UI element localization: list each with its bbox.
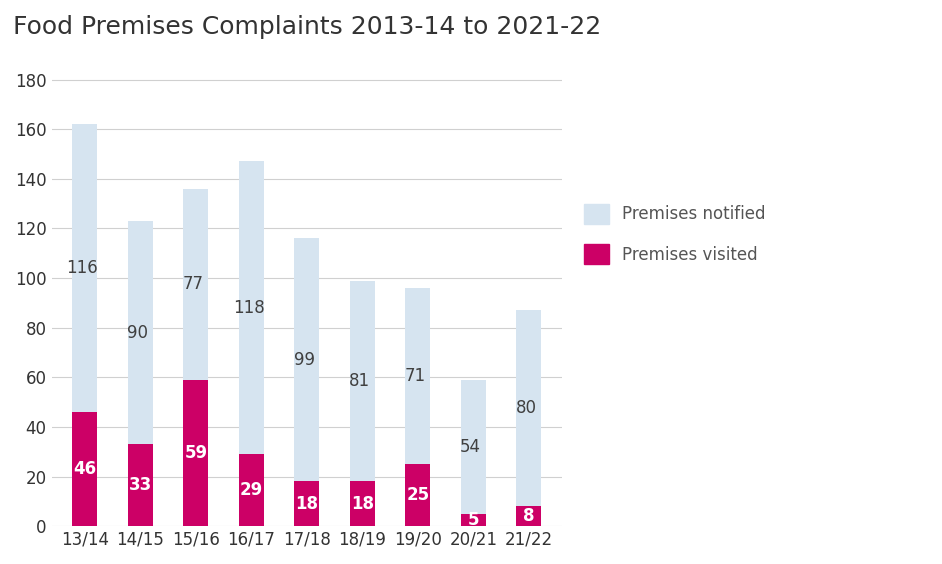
Bar [516,506,542,526]
Text: 18: 18 [296,495,318,513]
Text: 46: 46 [73,460,96,478]
Text: 71: 71 [404,367,426,385]
Bar [184,189,208,526]
Text: 99: 99 [294,351,315,369]
Text: 59: 59 [185,444,207,462]
Bar [128,444,153,526]
Text: 77: 77 [183,275,203,293]
Text: 5: 5 [467,511,479,529]
Text: 80: 80 [515,399,537,417]
Text: 118: 118 [233,299,265,317]
Text: 81: 81 [349,372,370,390]
Bar [295,482,319,526]
Bar [184,380,208,526]
Bar [405,464,430,526]
Text: 54: 54 [460,438,481,456]
Text: 8: 8 [523,507,535,525]
Bar [73,124,97,526]
Bar [349,280,375,526]
Bar [349,482,375,526]
Bar [239,454,264,526]
Bar [461,380,486,526]
Text: 29: 29 [240,481,263,499]
Text: 18: 18 [350,495,374,513]
Bar [239,161,264,526]
Bar [295,239,319,526]
Bar [516,310,542,526]
Title: Food Premises Complaints 2013-14 to 2021-22: Food Premises Complaints 2013-14 to 2021… [13,15,601,39]
Bar [73,412,97,526]
Text: 25: 25 [406,486,430,504]
Text: 33: 33 [129,476,152,494]
Text: 116: 116 [66,259,98,277]
Text: 90: 90 [127,324,148,342]
Bar [461,514,486,526]
Legend: Premises notified, Premises visited: Premises notified, Premises visited [576,195,774,272]
Bar [405,288,430,526]
Bar [128,221,153,526]
